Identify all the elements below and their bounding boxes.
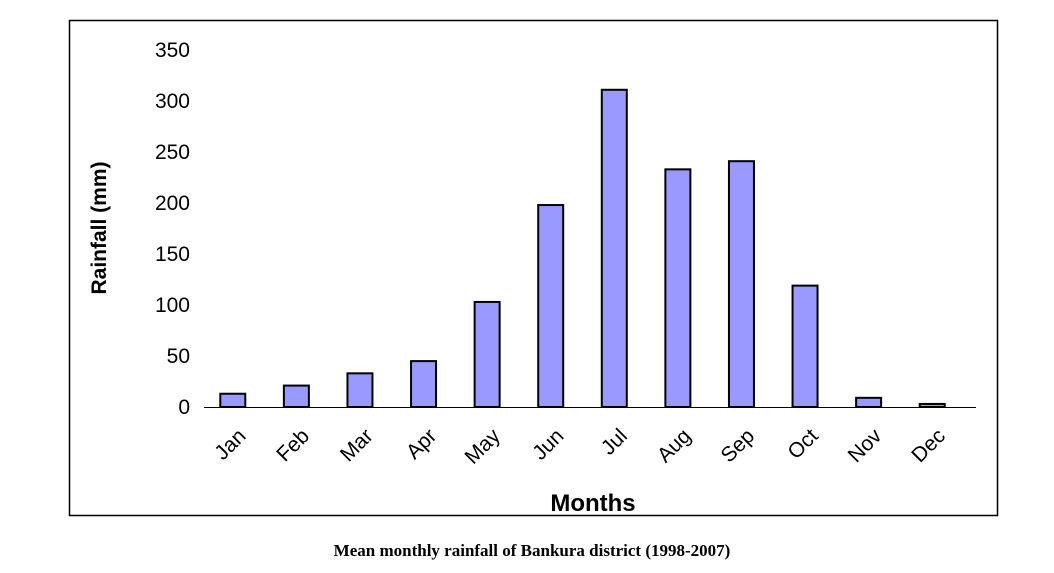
bar-dec <box>918 402 946 409</box>
chart-frame <box>68 19 999 517</box>
y-tick-label: 300 <box>155 90 190 113</box>
bar-feb <box>282 384 310 408</box>
x-tick-label-jul: Jul <box>597 424 632 459</box>
x-tick-label-jun: Jun <box>528 424 568 464</box>
bar-mar <box>346 372 374 408</box>
x-tick-label-nov: Nov <box>844 424 887 467</box>
bar-jul <box>600 88 628 408</box>
x-ticks-group: Jan Feb Mar Apr May Jun Jul Aug Sep Oct Nov Dec <box>210 424 950 469</box>
y-axis-label: Rainfall (mm) <box>88 161 111 294</box>
y-tick-label: 150 <box>155 243 190 266</box>
x-axis-label: Months <box>550 490 635 517</box>
x-tick-label-apr: Apr <box>402 424 441 463</box>
x-tick-label-oct: Oct <box>783 424 822 463</box>
x-tick-label-aug: Aug <box>653 424 696 467</box>
bar-nov <box>855 396 883 409</box>
x-tick-label-dec: Dec <box>907 424 950 467</box>
bars-group <box>219 88 946 409</box>
bar-may <box>473 300 501 408</box>
y-tick-label: 350 <box>155 39 190 62</box>
y-tick-label: 0 <box>178 396 190 419</box>
bar-aug <box>664 168 692 408</box>
bar-jan <box>219 392 247 408</box>
x-tick-label-sep: Sep <box>716 424 759 467</box>
y-tick-label: 100 <box>155 294 190 317</box>
bar-sep <box>727 160 755 408</box>
y-ticks-group: 0 50 100 150 200 250 300 350 <box>155 39 190 419</box>
x-tick-label-jan: Jan <box>210 424 250 464</box>
y-tick-label: 50 <box>167 345 190 368</box>
y-tick-label: 200 <box>155 192 190 215</box>
bar-apr <box>410 360 438 409</box>
x-tick-label-feb: Feb <box>272 424 314 466</box>
x-tick-label-may: May <box>461 424 506 469</box>
bar-jun <box>537 204 565 408</box>
figure-caption: Mean monthly rainfall of Bankura distric… <box>334 541 731 560</box>
y-tick-label: 250 <box>155 141 190 164</box>
bar-oct <box>791 284 819 408</box>
x-tick-label-mar: Mar <box>336 424 378 466</box>
